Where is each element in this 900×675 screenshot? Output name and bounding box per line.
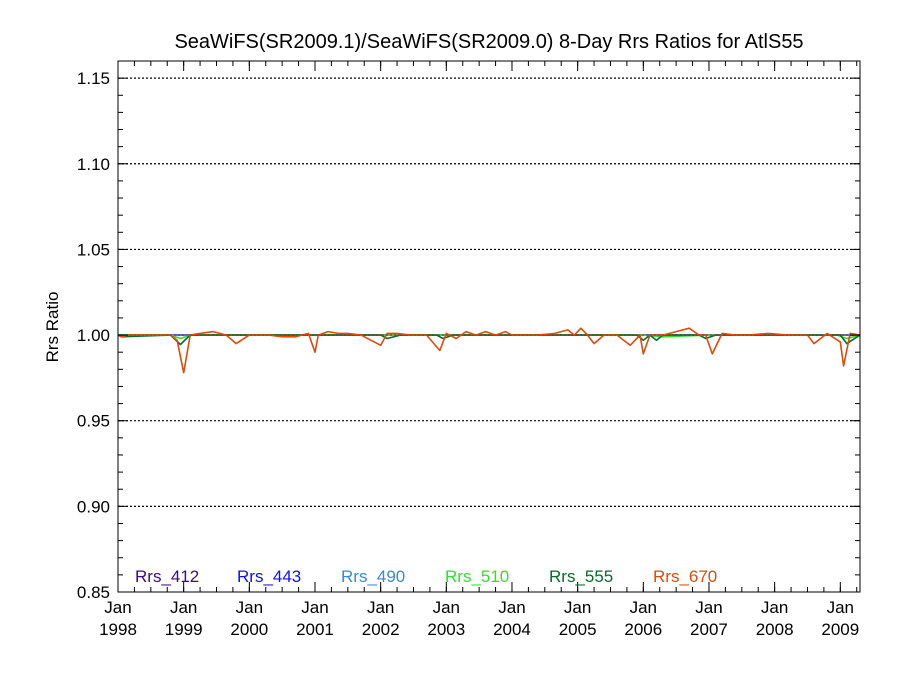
x-tick-label: Jan 2000 <box>230 598 268 639</box>
x-tick-year: 2005 <box>559 620 597 639</box>
legend-label-rrs-555: Rrs_555 <box>549 567 613 586</box>
y-tick-label: 1.00 <box>77 326 110 345</box>
x-tick-year: 2009 <box>821 620 859 639</box>
x-tick-year: 2007 <box>690 620 728 639</box>
x-tick-label: Jan 2006 <box>624 598 662 639</box>
legend-label-rrs-510: Rrs_510 <box>445 567 509 586</box>
series-lines <box>117 327 861 374</box>
y-tick-label: 0.85 <box>77 583 110 602</box>
x-tick-label: Jan 1999 <box>165 598 203 639</box>
x-tick-label: Jan 2007 <box>690 598 728 639</box>
y-axis-label: Rrs Ratio <box>43 292 62 363</box>
x-tick-year: 2002 <box>362 620 400 639</box>
x-tick-label: Jan 2008 <box>756 598 794 639</box>
series-line-rrs-555 <box>117 334 861 346</box>
axis-ticks <box>117 60 860 593</box>
x-tick-month: Jan <box>564 598 591 617</box>
legend-label-rrs-670: Rrs_670 <box>653 567 717 586</box>
y-tick-label: 0.95 <box>77 412 110 431</box>
x-tick-month: Jan <box>104 598 131 617</box>
x-tick-year: 1998 <box>99 620 137 639</box>
x-tick-label: Jan 2003 <box>427 598 465 639</box>
legend-label-rrs-490: Rrs_490 <box>341 567 405 586</box>
x-tick-year: 2003 <box>427 620 465 639</box>
x-tick-year: 2000 <box>230 620 268 639</box>
tick-labels: 0.85 0.90 0.95 1.00 1.05 1.10 1.15 Jan 1998 Jan 19… <box>77 69 859 639</box>
x-tick-label: Jan 1998 <box>99 598 137 639</box>
y-tick-label: 1.15 <box>77 69 110 88</box>
x-tick-month: Jan <box>236 598 263 617</box>
x-tick-label: Jan 2002 <box>362 598 400 639</box>
x-tick-month: Jan <box>761 598 788 617</box>
x-tick-year: 2004 <box>493 620 531 639</box>
x-tick-month: Jan <box>630 598 657 617</box>
grid-lines <box>118 77 860 507</box>
chart-title: SeaWiFS(SR2009.1)/SeaWiFS(SR2009.0) 8-Da… <box>174 31 803 53</box>
y-tick-label: 1.05 <box>77 240 110 259</box>
x-tick-month: Jan <box>695 598 722 617</box>
x-tick-month: Jan <box>498 598 525 617</box>
y-tick-label: 1.10 <box>77 155 110 174</box>
x-tick-label: Jan 2005 <box>559 598 597 639</box>
x-tick-year: 2001 <box>296 620 334 639</box>
plot-frame <box>117 60 861 593</box>
y-tick-label: 0.90 <box>77 497 110 516</box>
x-tick-label: Jan 2004 <box>493 598 531 639</box>
x-tick-year: 1999 <box>165 620 203 639</box>
legend-label-rrs-443: Rrs_443 <box>237 567 301 586</box>
legend-label-rrs-412: Rrs_412 <box>135 567 199 586</box>
x-tick-year: 2006 <box>624 620 662 639</box>
x-tick-label: Jan 2009 <box>821 598 859 639</box>
legend: Rrs_412 Rrs_443 Rrs_490 Rrs_510 Rrs_555 Rrs_6… <box>135 567 717 586</box>
x-tick-month: Jan <box>827 598 854 617</box>
x-tick-label: Jan 2001 <box>296 598 334 639</box>
x-tick-month: Jan <box>170 598 197 617</box>
x-tick-month: Jan <box>433 598 460 617</box>
x-tick-year: 2008 <box>756 620 794 639</box>
x-tick-month: Jan <box>367 598 394 617</box>
x-tick-month: Jan <box>301 598 328 617</box>
